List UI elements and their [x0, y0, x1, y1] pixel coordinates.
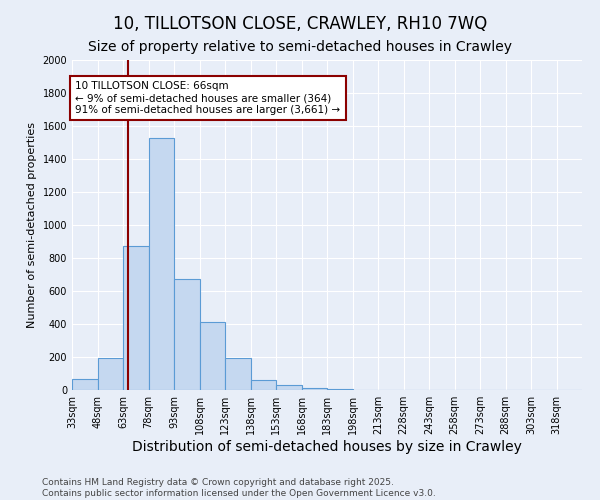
X-axis label: Distribution of semi-detached houses by size in Crawley: Distribution of semi-detached houses by …	[132, 440, 522, 454]
Bar	[276, 385, 302, 390]
Bar	[72, 380, 97, 390]
Bar	[149, 138, 174, 390]
Text: Size of property relative to semi-detached houses in Crawley: Size of property relative to semi-detach…	[88, 40, 512, 54]
Text: Contains HM Land Registry data © Crown copyright and database right 2025.
Contai: Contains HM Land Registry data © Crown c…	[42, 478, 436, 498]
Text: 10 TILLOTSON CLOSE: 66sqm
← 9% of semi-detached houses are smaller (364)
91% of : 10 TILLOTSON CLOSE: 66sqm ← 9% of semi-d…	[76, 82, 341, 114]
Y-axis label: Number of semi-detached properties: Number of semi-detached properties	[27, 122, 37, 328]
Bar	[225, 358, 251, 390]
Bar	[327, 389, 353, 390]
Bar	[302, 388, 327, 390]
Bar	[97, 358, 123, 390]
Bar	[174, 280, 200, 390]
Bar	[200, 322, 225, 390]
Bar	[251, 380, 276, 390]
Bar	[123, 246, 149, 390]
Text: 10, TILLOTSON CLOSE, CRAWLEY, RH10 7WQ: 10, TILLOTSON CLOSE, CRAWLEY, RH10 7WQ	[113, 15, 487, 33]
